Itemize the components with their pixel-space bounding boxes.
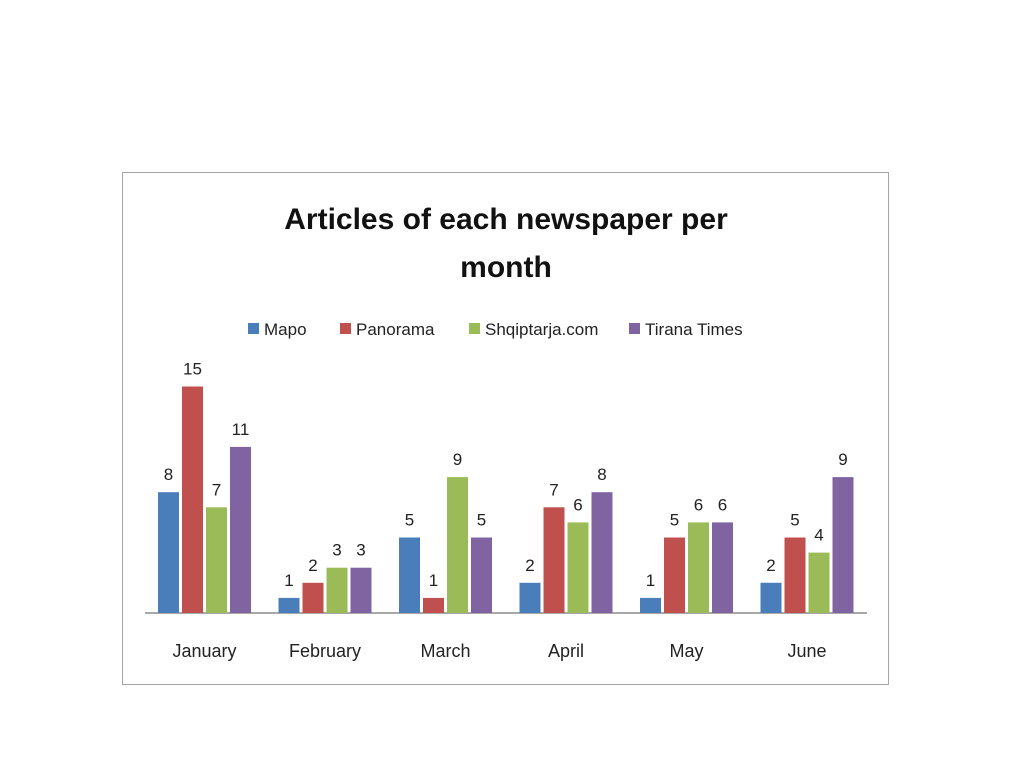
category-label-february: February [289,641,361,661]
value-label-may-1: 5 [670,511,679,530]
value-label-january-1: 15 [183,360,202,379]
value-label-january-0: 8 [164,465,173,484]
value-label-february-2: 3 [332,541,341,560]
value-label-march-0: 5 [405,511,414,530]
bar-march-2 [447,477,468,613]
chart-title-line-1: Articles of each newspaper per [284,203,728,236]
value-label-april-2: 6 [573,495,582,514]
legend-swatch-2 [469,323,480,334]
bar-february-3 [350,567,372,613]
value-label-may-3: 6 [718,495,727,514]
legend-label-0: Mapo [264,320,307,339]
bar-february-0 [278,597,300,613]
category-label-march: March [420,641,470,661]
value-label-march-2: 9 [453,450,462,469]
bar-may-1 [664,537,685,613]
bar-march-3 [471,537,492,613]
legend-label-3: Tirana Times [645,320,743,339]
value-label-may-0: 1 [646,571,655,590]
value-label-april-0: 2 [525,556,534,575]
bar-march-0 [399,537,420,613]
bar-may-2 [688,522,709,613]
bar-january-1 [182,386,203,613]
value-label-february-0: 1 [284,571,293,590]
legend-swatch-3 [629,323,640,334]
chart-title-line-2: month [460,251,552,284]
value-label-february-3: 3 [356,541,365,560]
category-label-april: April [548,641,584,661]
value-label-january-2: 7 [212,480,221,499]
bar-may-0 [640,597,661,613]
bar-april-1 [543,507,565,613]
chart-frame: Articles of each newspaper per month Map… [122,172,889,685]
value-label-march-1: 1 [429,571,438,590]
value-label-june-3: 9 [838,450,847,469]
value-label-june-1: 5 [790,511,799,530]
bar-january-3 [230,446,251,613]
bar-june-2 [808,552,830,613]
bar-april-3 [591,492,613,613]
bar-january-0 [158,492,179,613]
chart-svg: Articles of each newspaper per month Map… [145,203,867,661]
bar-february-1 [302,582,324,613]
bar-february-2 [326,567,348,613]
bars-group [158,386,854,613]
category-label-may: May [669,641,703,661]
bar-march-1 [423,597,444,613]
legend: Mapo Panorama Shqiptarja.com Tirana Times [248,320,743,339]
bar-april-0 [519,582,541,613]
value-label-february-1: 2 [308,556,317,575]
bar-june-0 [760,582,782,613]
value-label-june-0: 2 [766,556,775,575]
legend-swatch-0 [248,323,259,334]
category-labels-group: January February March April May June [172,641,826,661]
category-label-june: June [787,641,826,661]
legend-swatch-1 [340,323,351,334]
bar-june-3 [832,477,854,613]
bar-january-2 [206,507,227,613]
legend-label-2: Shqiptarja.com [485,320,598,339]
value-label-march-3: 5 [477,511,486,530]
value-label-april-1: 7 [549,480,558,499]
bar-may-3 [712,522,733,613]
value-label-june-2: 4 [814,526,823,545]
value-label-january-3: 11 [232,420,250,439]
bar-june-1 [784,537,806,613]
category-label-january: January [172,641,236,661]
bar-april-2 [567,522,589,613]
value-label-april-3: 8 [597,465,606,484]
legend-label-1: Panorama [356,320,435,339]
value-label-may-2: 6 [694,495,703,514]
